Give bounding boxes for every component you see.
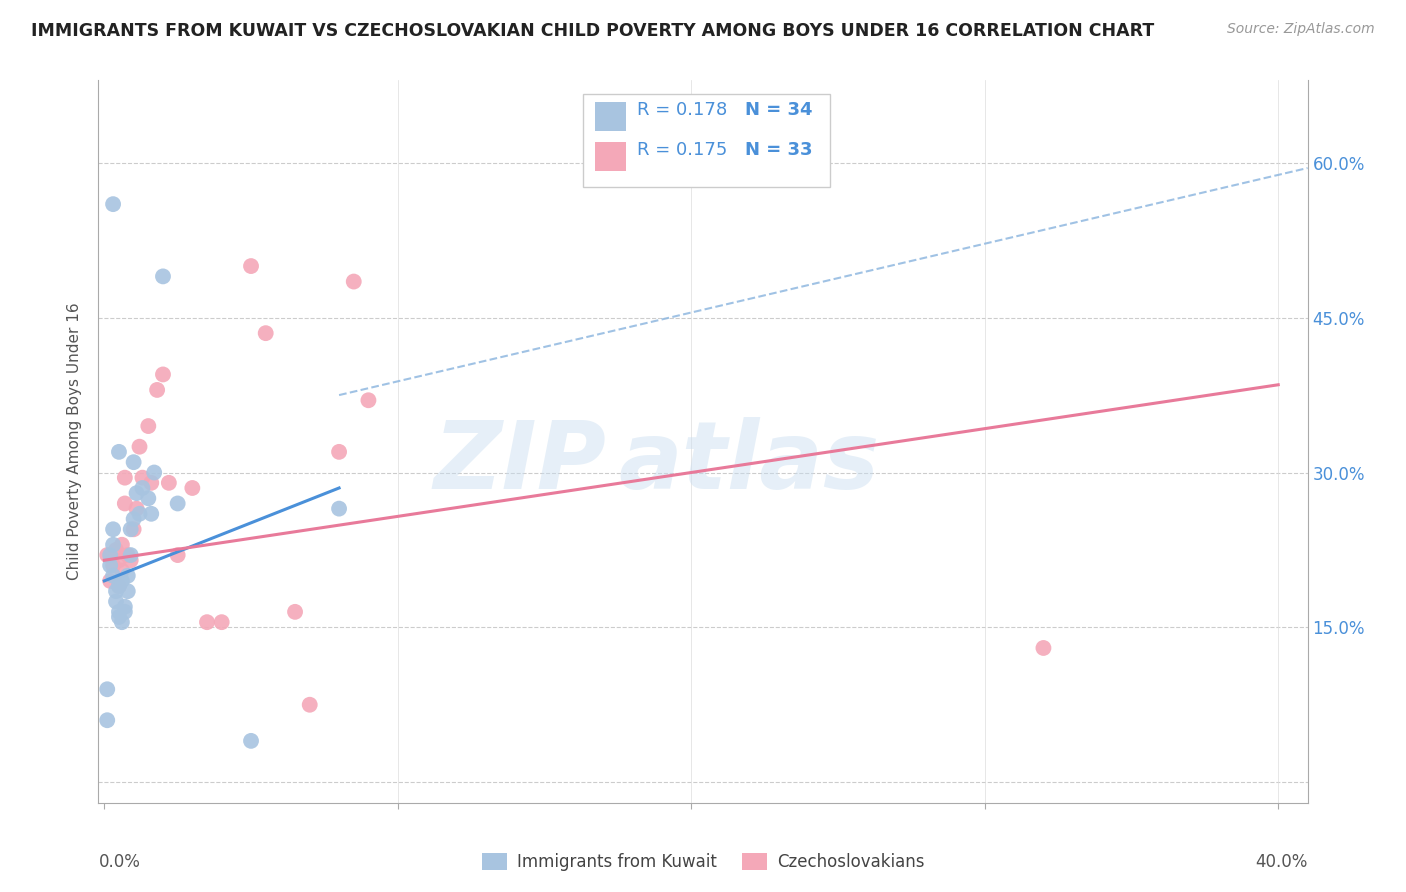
Point	[111, 615, 134, 630]
Point	[101, 197, 124, 211]
Legend: Immigrants from Kuwait, Czechoslovakians: Immigrants from Kuwait, Czechoslovakians	[475, 846, 931, 878]
Point	[101, 568, 124, 582]
Point	[152, 368, 174, 382]
Point	[143, 466, 166, 480]
Point	[211, 615, 233, 630]
Point	[114, 471, 136, 485]
Text: 40.0%: 40.0%	[1256, 854, 1308, 871]
Point	[96, 548, 118, 562]
Point	[152, 269, 174, 284]
Point	[166, 496, 188, 510]
Point	[240, 259, 263, 273]
Point	[328, 445, 350, 459]
Point	[98, 558, 121, 573]
Point	[105, 542, 128, 557]
Point	[117, 548, 139, 562]
Text: IMMIGRANTS FROM KUWAIT VS CZECHOSLOVAKIAN CHILD POVERTY AMONG BOYS UNDER 16 CORR: IMMIGRANTS FROM KUWAIT VS CZECHOSLOVAKIA…	[31, 22, 1154, 40]
Point	[98, 548, 121, 562]
Point	[101, 558, 124, 573]
Point	[108, 445, 131, 459]
Point	[105, 594, 128, 608]
Point	[125, 486, 148, 500]
Y-axis label: Child Poverty Among Boys Under 16: Child Poverty Among Boys Under 16	[67, 302, 83, 581]
Point	[108, 579, 131, 593]
Point	[128, 440, 150, 454]
Point	[120, 548, 142, 562]
Text: N = 33: N = 33	[745, 141, 813, 159]
Point	[128, 507, 150, 521]
Point	[122, 512, 145, 526]
Text: N = 34: N = 34	[745, 101, 813, 119]
Point	[98, 574, 121, 588]
Point	[141, 507, 163, 521]
Point	[141, 475, 163, 490]
Point	[108, 579, 131, 593]
Text: Source: ZipAtlas.com: Source: ZipAtlas.com	[1227, 22, 1375, 37]
Point	[108, 605, 131, 619]
Point	[96, 682, 118, 697]
Point	[122, 522, 145, 536]
Point	[111, 538, 134, 552]
Point	[122, 455, 145, 469]
Point	[357, 393, 380, 408]
Point	[136, 419, 159, 434]
Point	[131, 471, 153, 485]
Point	[120, 522, 142, 536]
Point	[96, 713, 118, 727]
Text: R = 0.178: R = 0.178	[637, 101, 727, 119]
Point	[117, 584, 139, 599]
Point	[117, 568, 139, 582]
Text: atlas: atlas	[619, 417, 880, 509]
Point	[146, 383, 169, 397]
Point	[114, 496, 136, 510]
Point	[111, 564, 134, 578]
Point	[131, 481, 153, 495]
Point	[111, 574, 134, 588]
Point	[240, 734, 263, 748]
Point	[195, 615, 218, 630]
Point	[114, 599, 136, 614]
Point	[108, 553, 131, 567]
Point	[136, 491, 159, 506]
Point	[105, 584, 128, 599]
Point	[157, 475, 180, 490]
Point	[254, 326, 277, 341]
Point	[284, 605, 307, 619]
Point	[114, 605, 136, 619]
Point	[298, 698, 321, 712]
Point	[181, 481, 204, 495]
Point	[108, 610, 131, 624]
Point	[1032, 640, 1054, 655]
Point	[101, 538, 124, 552]
Text: R = 0.175: R = 0.175	[637, 141, 727, 159]
Point	[125, 501, 148, 516]
Text: 0.0%: 0.0%	[98, 854, 141, 871]
Point	[101, 522, 124, 536]
Point	[343, 275, 366, 289]
Point	[328, 501, 350, 516]
Text: ZIP: ZIP	[433, 417, 606, 509]
Point	[120, 553, 142, 567]
Point	[166, 548, 188, 562]
